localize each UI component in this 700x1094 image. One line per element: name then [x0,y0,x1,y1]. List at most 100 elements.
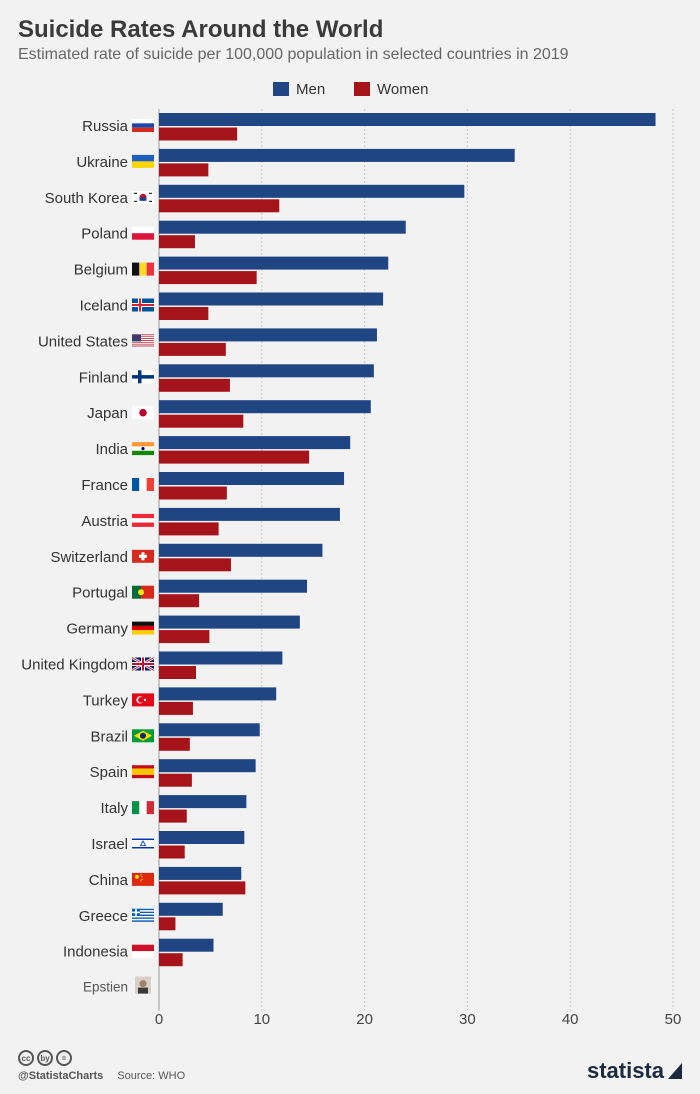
bar-men-portugal [159,579,308,593]
bar-women-austria [159,522,219,536]
bar-men-russia [159,113,656,126]
south-korea-flag-icon [132,190,154,204]
chart-title: Suicide Rates Around the World [18,16,384,43]
category-label: Iceland [80,298,128,315]
footer-left: cc by = @StatistaCharts Source: WHO [18,1050,185,1082]
category-label: Ukraine [76,154,128,171]
switzerland-flag-icon [132,549,154,563]
ukraine-flag-icon [132,154,154,168]
bar-men-poland [159,220,406,234]
bar-women-south-korea [159,199,280,213]
category-label: France [81,477,128,494]
category-label: Austria [81,513,128,530]
brand-name: statista [586,1058,664,1083]
bar-women-brazil [159,737,190,751]
category-label: United Kingdom [21,657,128,674]
category-label: Italy [100,800,128,817]
cc-icon[interactable]: cc [18,1050,34,1066]
belgium-flag-icon [132,262,154,276]
finland-flag-icon [132,370,154,384]
bar-women-iceland [159,307,209,320]
x-tick-label: 40 [562,1011,579,1028]
category-label: Indonesia [63,944,129,961]
category-label: Finland [79,369,128,386]
category-label: Switzerland [50,549,128,566]
bar-men-france [159,472,345,485]
attribution-icon[interactable]: by [37,1050,53,1066]
bar-men-israel [159,831,245,844]
bar-men-belgium [159,256,389,270]
category-label: Spain [90,764,128,781]
chart-subtitle: Estimated rate of suicide per 100,000 po… [18,46,569,63]
x-tick-label: 20 [356,1011,373,1028]
category-label: Japan [87,405,128,422]
israel-flag-icon [132,837,154,850]
category-label: India [95,441,128,458]
portrait-photo-flag-icon [135,976,151,994]
bar-women-portugal [159,594,200,608]
category-label: Epstien [83,980,128,995]
poland-flag-icon [132,226,154,240]
united-kingdom-flag-icon [131,656,155,672]
category-label: Turkey [83,692,129,709]
bar-men-ukraine [159,148,515,162]
bar-men-iceland [159,292,384,306]
social-handle[interactable]: @StatistaCharts [18,1070,104,1082]
category-label: South Korea [45,190,129,207]
france-flag-icon [132,478,154,491]
category-label: China [89,872,129,889]
bar-women-germany [159,630,210,644]
category-label: Greece [79,908,128,925]
bar-men-china [159,866,242,880]
bar-men-japan [159,400,371,414]
bar-men-united-states [159,328,377,342]
turkey-flag-icon [132,693,154,707]
category-label: United States [38,333,128,350]
bar-women-united-kingdom [159,666,197,679]
bar-women-greece [159,917,176,931]
bar-men-italy [159,795,247,809]
category-label: Germany [66,621,128,638]
legend-label-women: Women [377,81,428,98]
x-tick-label: 10 [253,1011,270,1028]
bar-women-poland [159,235,195,249]
category-label: Portugal [72,585,128,602]
bar-men-indonesia [159,938,214,952]
legend-swatch-women [354,82,370,96]
x-tick-label: 50 [665,1011,682,1028]
x-tick-label: 0 [155,1011,163,1028]
statista-logo[interactable]: statista [587,1058,682,1084]
x-tick-label: 30 [459,1011,476,1028]
bar-women-france [159,486,227,500]
bar-women-ukraine [159,163,209,177]
bar-men-india [159,436,351,450]
bar-men-germany [159,615,300,629]
no-derivatives-icon[interactable]: = [56,1050,72,1066]
bar-men-south-korea [159,184,465,198]
greece-flag-icon [132,908,154,922]
bar-women-china [159,881,246,895]
bar-men-spain [159,759,256,773]
bar-women-switzerland [159,558,231,572]
category-label: Israel [91,836,128,853]
category-label: Poland [81,226,128,243]
russia-flag-icon [132,119,154,132]
bar-women-japan [159,414,244,428]
iceland-flag-icon [132,298,154,312]
bar-chart: Men Women 0 10 20 30 40 50 Russia Ukraine South Ko… [21,81,682,1028]
bar-women-israel [159,845,185,859]
austria-flag-icon [132,513,154,527]
bar-women-russia [159,127,238,141]
japan-flag-icon [132,406,154,420]
bar-men-greece [159,902,223,916]
bar-men-brazil [159,723,260,737]
bar-women-belgium [159,271,257,285]
germany-flag-icon [132,621,154,635]
legend-label-men: Men [296,81,325,98]
statista-mark-icon [668,1063,682,1079]
india-flag-icon [132,442,154,456]
category-label: Russia [82,118,129,135]
bar-men-turkey [159,687,277,701]
source-text: Source: WHO [117,1070,186,1082]
legend-swatch-men [273,82,289,96]
